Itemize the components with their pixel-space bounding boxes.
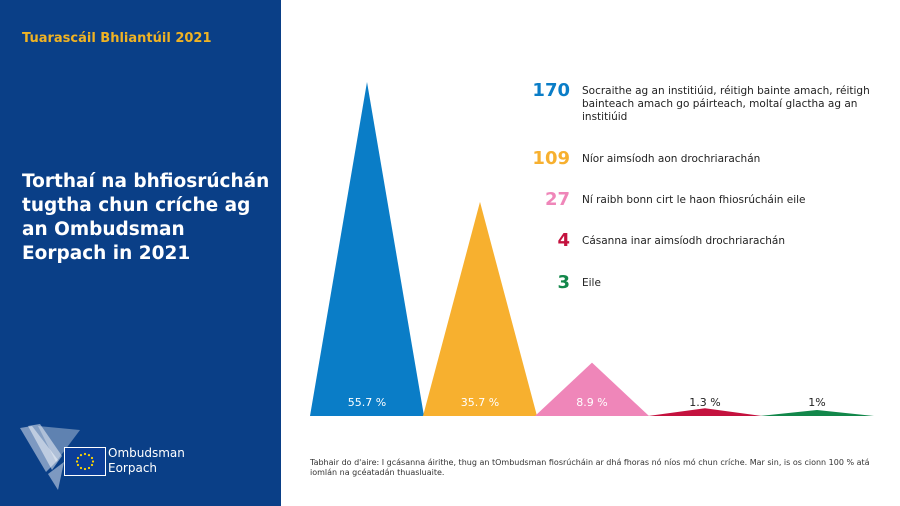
percent-label-1: 35.7 % — [461, 396, 499, 409]
triangle-chart: 55.7 % 35.7 % 8.9 % 1.3 % 1% — [310, 82, 874, 416]
legend-count-1: 109 — [532, 148, 570, 169]
percent-label-2: 8.9 % — [576, 396, 607, 409]
triangle-bar-2 — [535, 362, 649, 416]
legend-count-0: 170 — [532, 80, 570, 101]
eu-stars-icon — [75, 452, 95, 471]
logo-line1: Ombudsman — [108, 446, 185, 460]
legend-count-4: 3 — [557, 272, 570, 293]
logo-line2: Eorpach — [108, 461, 158, 475]
legend-label-4: Eile — [582, 277, 601, 289]
triangle-bar-1 — [423, 201, 537, 416]
left-panel: Tuarascáil Bhliantúil 2021 Torthaí na bh… — [0, 0, 281, 506]
legend-label-0: Socraithe ag an institiúid, réitigh bain… — [582, 85, 870, 123]
triangle-bar-3 — [648, 408, 762, 416]
footnote: Tabhair do d'aire: I gcásanna áirithe, t… — [310, 458, 870, 477]
legend-item-0: 170 Socraithe ag an institiúid, réitigh b… — [520, 82, 872, 124]
ombudsman-logo-icon — [20, 424, 80, 490]
legend-count-3: 4 — [557, 230, 570, 251]
legend-item-1: 109 Níor aimsíodh aon drochriarachán — [520, 150, 872, 168]
legend-label-2: Ní raibh bonn cirt le haon fhiosrúcháin … — [582, 194, 806, 206]
legend-item-3: 4 Cásanna inar aimsíodh drochriarachán — [520, 232, 872, 250]
legend-item-2: 27 Ní raibh bonn cirt le haon fhiosrúchái… — [520, 191, 872, 209]
legend-label-3: Cásanna inar aimsíodh drochriarachán — [582, 235, 786, 247]
triangle-bar-0 — [310, 82, 424, 416]
percent-label-3: 1.3 % — [689, 396, 720, 409]
triangle-bar-4 — [760, 410, 874, 416]
page-title: Torthaí na bhfiosrúchán tugtha chun críc… — [22, 171, 270, 264]
eu-flag-icon — [64, 447, 106, 476]
logo-text: Ombudsman Eorpach — [108, 446, 185, 476]
legend-item-4: 3 Eile — [520, 274, 872, 292]
percent-label-4: 1% — [808, 396, 825, 409]
legend-count-2: 27 — [544, 189, 570, 210]
percent-label-0: 55.7 % — [348, 396, 386, 409]
report-label: Tuarascáil Bhliantúil 2021 — [22, 31, 212, 46]
legend-label-1: Níor aimsíodh aon drochriarachán — [582, 153, 761, 165]
